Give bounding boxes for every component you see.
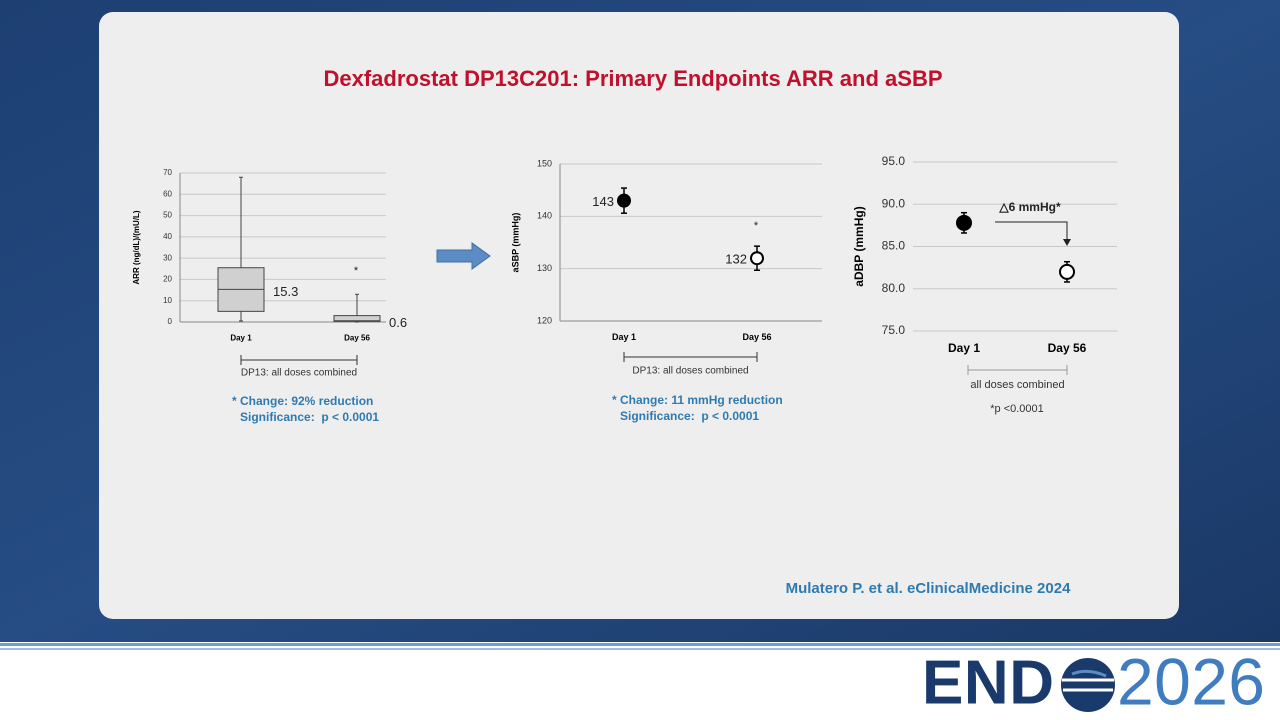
arrow-head [1063, 239, 1071, 246]
x-tick-label: Day 56 [1048, 341, 1087, 355]
y-tick-label: 75.0 [882, 323, 906, 337]
y-axis-label: ARR (ng/dL)/(mU/L) [132, 210, 141, 285]
point [617, 193, 631, 208]
x-tick-label: Day 56 [742, 332, 771, 342]
y-tick-label: 70 [163, 168, 172, 177]
point [750, 251, 764, 266]
y-tick-label: 120 [537, 315, 552, 325]
note: * Change: 11 mmHg reduction [612, 393, 783, 407]
annotation-arrow [995, 221, 1068, 240]
x-tick-label: Day 56 [344, 333, 370, 342]
point [956, 214, 972, 231]
median-label: 0.6 [389, 315, 407, 330]
y-tick-label: 140 [537, 211, 552, 221]
note: Significance: p < 0.0001 [240, 410, 379, 424]
y-tick-label: 150 [537, 158, 552, 168]
note: * Change: 92% reduction [232, 394, 373, 408]
footer-line [0, 648, 1280, 650]
y-tick-label: 0 [168, 317, 173, 326]
box [333, 315, 381, 322]
bracket-label: DP13: all doses combined [632, 366, 748, 377]
value-label: 132 [725, 252, 747, 267]
logo-globe [1061, 658, 1115, 712]
footer-line [0, 643, 1280, 646]
y-axis-label: aDBP (mmHg) [852, 206, 866, 286]
card [99, 12, 1179, 619]
y-tick-label: 130 [537, 263, 552, 273]
citation: Mulatero P. et al. eClinicalMedicine 202… [786, 580, 1071, 597]
y-tick-label: 20 [163, 275, 172, 284]
note: Significance: p < 0.0001 [620, 409, 759, 423]
y-tick-label: 10 [163, 296, 172, 305]
y-tick-label: 50 [163, 211, 172, 220]
point [1059, 263, 1075, 280]
value-label: 143 [592, 194, 614, 209]
annotation: △6 mmHg* [998, 200, 1061, 214]
x-tick-label: Day 1 [948, 341, 980, 355]
y-tick-label: 95.0 [882, 154, 906, 168]
y-tick-label: 30 [163, 253, 172, 262]
x-tick-label: Day 1 [612, 332, 636, 342]
annotation: * [754, 220, 759, 232]
slide-title: Dexfadrostat DP13C201: Primary Endpoints… [323, 66, 942, 91]
y-axis-label: aSBP (mmHg) [510, 213, 520, 273]
bracket-label: all doses combined [970, 379, 1064, 391]
y-tick-label: 60 [163, 189, 172, 198]
y-tick-label: 80.0 [882, 281, 906, 295]
median-label: 15.3 [273, 284, 298, 299]
logo-year: 2026 [1117, 644, 1265, 718]
x-tick-label: Day 1 [230, 333, 252, 342]
y-tick-label: 90.0 [882, 196, 906, 210]
note: *p <0.0001 [990, 403, 1044, 415]
y-tick-label: 85.0 [882, 239, 906, 253]
bracket-label: DP13: all doses combined [241, 368, 357, 379]
annotation: * [354, 265, 359, 277]
logo-brand: END [922, 648, 1054, 717]
arrow [436, 242, 491, 270]
y-tick-label: 40 [163, 232, 172, 241]
